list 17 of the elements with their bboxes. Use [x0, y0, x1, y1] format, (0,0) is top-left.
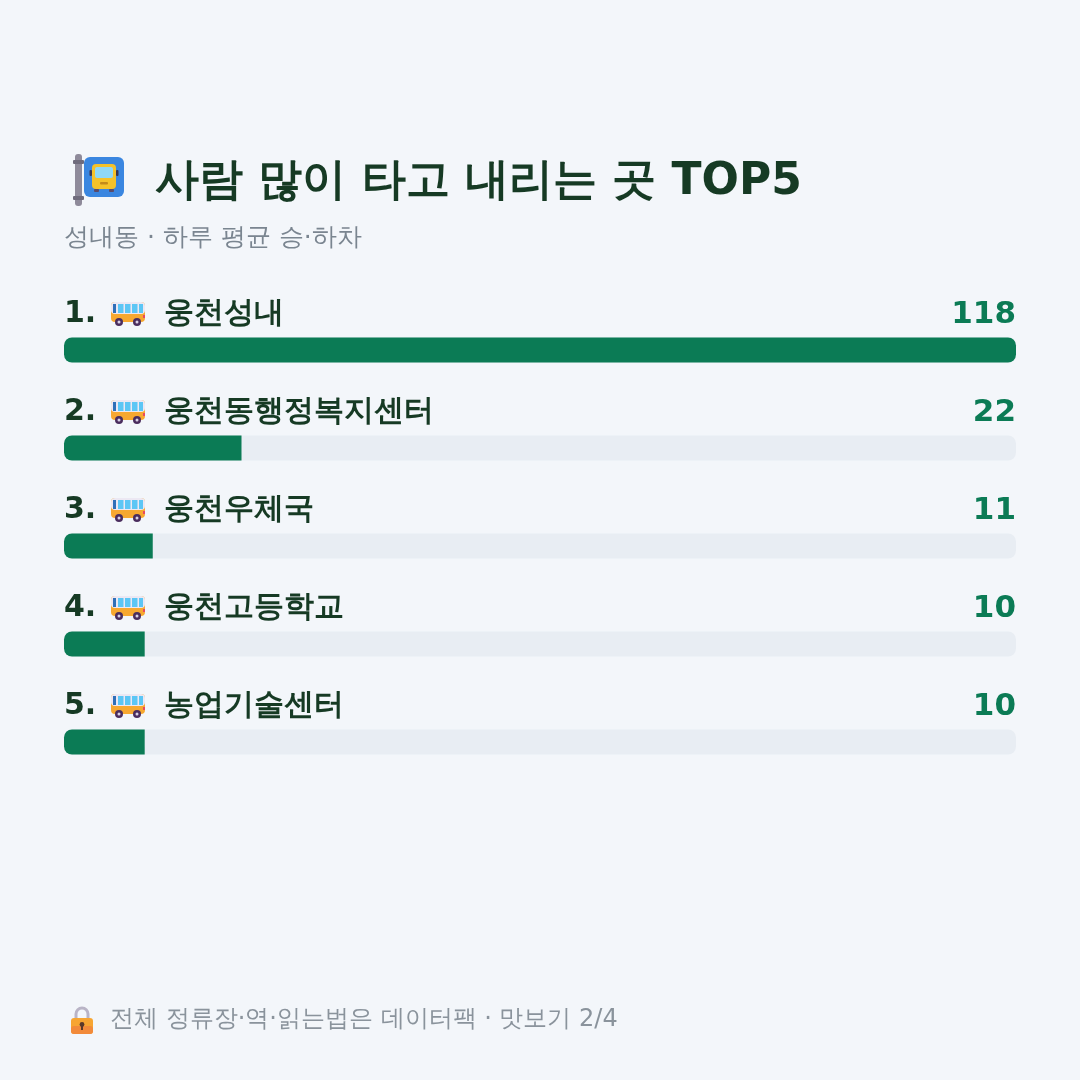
data-label: 10 — [972, 587, 1016, 624]
data-label: 22 — [972, 391, 1016, 428]
category-label: 3. 웅천우체국 — [64, 489, 314, 525]
data-label: 118 — [951, 293, 1016, 330]
category-label: 1. 웅천성내 — [64, 293, 284, 329]
chart-subtitle: 성내동 · 하루 평균 승·하차 — [64, 222, 362, 251]
category-label: 4. 웅천고등학교 — [64, 587, 344, 623]
text: 전체 정류장·역·읽는법은 데이터팩 · 맛보기 2/4 — [110, 1004, 618, 1032]
bar — [64, 631, 145, 657]
chart-title: 사람 많이 타고 내리는 곳 TOP5 — [155, 152, 802, 204]
bar — [64, 533, 153, 559]
data-label: 11 — [972, 489, 1016, 526]
bar — [64, 729, 145, 755]
category-label: 2. 웅천동행정복지센터 — [64, 391, 434, 427]
category-label: 5. 농업기술센터 — [64, 685, 344, 721]
data-label: 10 — [972, 685, 1016, 722]
bar — [64, 435, 242, 461]
